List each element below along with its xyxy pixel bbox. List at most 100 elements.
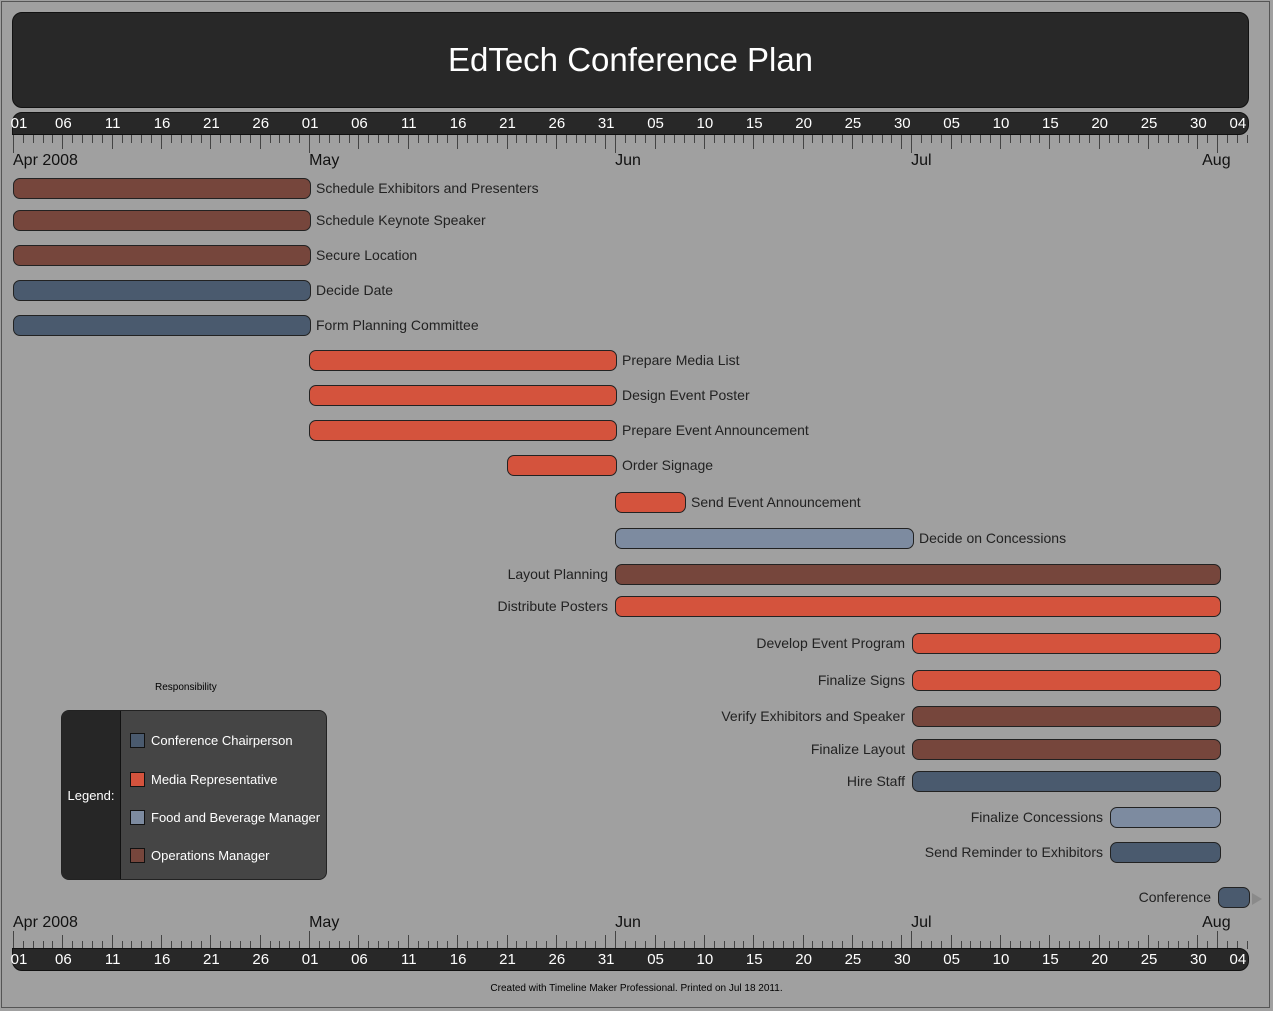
day-label: 10: [696, 951, 714, 968]
legend-swatch: [130, 848, 145, 863]
tick-mark: [1069, 941, 1071, 949]
tick-mark: [526, 941, 528, 949]
tick-mark: [121, 135, 123, 143]
tick-mark: [378, 135, 380, 143]
task-bar[interactable]: [13, 178, 311, 199]
task-bar[interactable]: [912, 771, 1221, 792]
task-bar[interactable]: [1218, 887, 1250, 908]
tick-mark: [1157, 941, 1159, 949]
task-label: Order Signage: [622, 457, 714, 473]
tick-mark: [240, 941, 241, 949]
day-label: 21: [203, 951, 220, 968]
tick-mark: [328, 135, 330, 143]
tick-mark: [832, 135, 834, 143]
task-bar[interactable]: [912, 633, 1221, 654]
tick-mark: [851, 935, 853, 949]
legend-swatch: [130, 772, 145, 787]
task-bar[interactable]: [615, 564, 1221, 585]
tick-mark: [822, 135, 824, 143]
legend-item-operations-manager: Operations Manager: [130, 848, 270, 863]
task-label: Schedule Exhibitors and Presenters: [316, 180, 539, 196]
tick-mark: [279, 941, 281, 949]
tick-mark: [763, 135, 765, 143]
tick-mark: [318, 135, 320, 143]
tick-mark: [1118, 941, 1120, 949]
task-bar[interactable]: [1110, 842, 1221, 863]
day-label: 01: [301, 115, 319, 132]
legend-item-food-beverage-manager: Food and Beverage Manager: [130, 810, 320, 825]
legend-item-conference-chairperson: Conference Chairperson: [130, 733, 293, 748]
tick-mark: [733, 135, 735, 143]
tick-mark: [970, 135, 972, 143]
tick-mark: [200, 135, 202, 143]
tick-mark: [161, 935, 163, 949]
task-bar[interactable]: [912, 739, 1221, 760]
task-bar[interactable]: [309, 350, 617, 371]
tick-mark: [960, 941, 962, 949]
task-label: Layout Planning: [507, 566, 608, 582]
tick-mark: [467, 941, 469, 949]
tick-mark: [22, 135, 24, 143]
tick-mark: [516, 135, 518, 143]
day-label: 06: [351, 951, 368, 968]
task-bar[interactable]: [13, 280, 311, 301]
task-bar[interactable]: [912, 706, 1221, 727]
tick-mark: [1148, 135, 1150, 149]
month-label: Jul: [911, 914, 932, 931]
task-bar[interactable]: [912, 670, 1221, 691]
legend-item-label: Operations Manager: [151, 848, 270, 863]
tick-mark: [960, 135, 962, 143]
tick-mark: [13, 931, 14, 949]
task-label: Schedule Keynote Speaker: [316, 212, 486, 228]
day-label: 11: [401, 115, 417, 132]
day-label: 31: [597, 115, 615, 132]
day-label: 01: [301, 951, 319, 968]
tick-mark: [141, 135, 143, 143]
task-label: Develop Event Program: [756, 635, 905, 651]
task-bar[interactable]: [1110, 807, 1221, 828]
tick-mark: [703, 935, 705, 949]
tick-mark: [1019, 135, 1021, 143]
task-bar[interactable]: [309, 385, 617, 406]
title-banner: EdTech Conference Plan: [12, 12, 1249, 108]
tick-mark: [318, 941, 320, 949]
legend-item-label: Food and Beverage Manager: [151, 810, 321, 825]
day-label: 10: [696, 115, 714, 132]
tick-mark: [91, 135, 93, 143]
task-bar[interactable]: [13, 315, 311, 336]
tick-mark: [891, 941, 893, 949]
month-label: Apr 2008: [13, 914, 78, 931]
task-bar[interactable]: [507, 455, 617, 476]
task-label: Conference: [1138, 889, 1211, 905]
tick-mark: [190, 135, 192, 143]
day-label: 01: [10, 951, 28, 968]
tick-mark: [1187, 135, 1189, 143]
tick-mark: [595, 135, 597, 143]
task-bar[interactable]: [615, 528, 914, 549]
bottom-ticks: [0, 931, 1273, 949]
day-label: 05: [943, 951, 960, 968]
tick-mark: [91, 941, 93, 949]
task-bar[interactable]: [309, 420, 617, 441]
task-bar[interactable]: [13, 210, 311, 231]
task-bar[interactable]: [615, 492, 686, 513]
task-bar[interactable]: [13, 245, 311, 266]
month-label: Jun: [615, 152, 641, 169]
tick-mark: [1246, 941, 1248, 949]
tick-mark: [575, 135, 577, 143]
tick-mark: [338, 941, 340, 949]
tick-mark: [1246, 135, 1248, 143]
tick-mark: [881, 941, 883, 949]
tick-mark: [733, 941, 735, 949]
tick-mark: [111, 935, 113, 949]
task-bar[interactable]: [615, 596, 1221, 617]
tick-mark: [190, 941, 192, 949]
tick-mark: [901, 935, 903, 949]
tick-mark: [476, 941, 478, 949]
tick-mark: [1098, 935, 1100, 949]
day-label: 31: [597, 951, 615, 968]
tick-mark: [1049, 935, 1051, 949]
tick-mark: [930, 941, 932, 949]
tick-mark: [249, 941, 251, 949]
day-label: 21: [499, 951, 516, 968]
